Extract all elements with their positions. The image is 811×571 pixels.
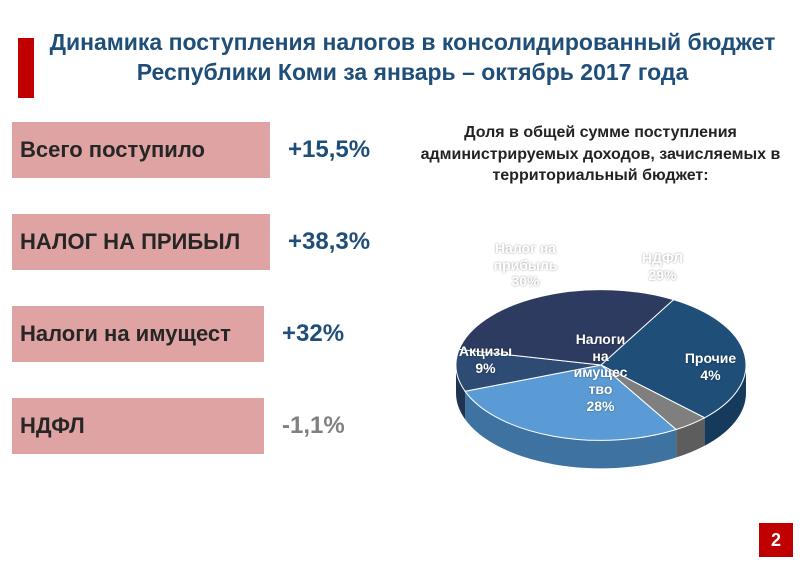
arrow-percent: +15,5%: [288, 136, 370, 164]
page-title: Динамика поступления налогов в консолиди…: [44, 28, 781, 88]
arrow-row: НДФЛ -1,1%: [12, 398, 400, 454]
pie-chart: НДФЛ29% Прочие4% Налогинаимущество28% Акциз…: [431, 195, 771, 515]
pie-slice-label: Прочие4%: [685, 350, 736, 384]
arrow-row: НАЛОГ НА ПРИБЫЛ +38,3%: [12, 214, 400, 270]
arrow-label: НАЛОГ НА ПРИБЫЛ: [12, 214, 270, 270]
page-number: 2: [759, 523, 793, 557]
pie-slice-label: Акцизы9%: [459, 343, 512, 377]
arrow-percent: -1,1%: [282, 412, 345, 440]
arrow-row: Всего поступило +15,5%: [12, 122, 400, 178]
arrow-row: Налоги на имущест +32%: [12, 306, 400, 362]
pie-subtitle: Доля в общей сумме поступления администр…: [410, 122, 791, 187]
arrows-column: Всего поступило +15,5% НАЛОГ НА ПРИБЫЛ +38,…: [0, 122, 400, 515]
accent-bar: [18, 38, 34, 98]
pie-slice-label: Налогинаимущество28%: [574, 331, 628, 415]
arrow-label: Всего поступило: [12, 122, 270, 178]
arrow-percent: +32%: [282, 320, 344, 348]
pie-slice-label: НДФЛ29%: [642, 250, 683, 284]
pie-slice-label: Налог наприбыль30%: [494, 240, 558, 290]
arrow-percent: +38,3%: [288, 228, 370, 256]
arrow-label: НДФЛ: [12, 398, 264, 454]
arrow-label: Налоги на имущест: [12, 306, 264, 362]
